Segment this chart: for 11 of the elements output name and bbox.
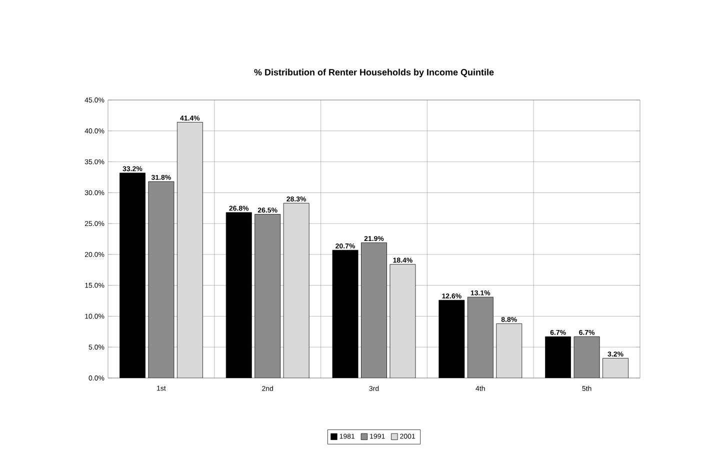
bar xyxy=(120,172,146,378)
bar xyxy=(602,358,628,378)
bar xyxy=(332,250,358,378)
bar xyxy=(390,264,416,378)
bar xyxy=(545,336,572,378)
bar xyxy=(283,202,310,378)
bar xyxy=(496,323,522,378)
bar xyxy=(438,300,465,378)
bar xyxy=(226,212,252,378)
chart-title: % Distribution of Renter Households by Income Quintile xyxy=(254,68,494,78)
bar xyxy=(176,122,203,378)
